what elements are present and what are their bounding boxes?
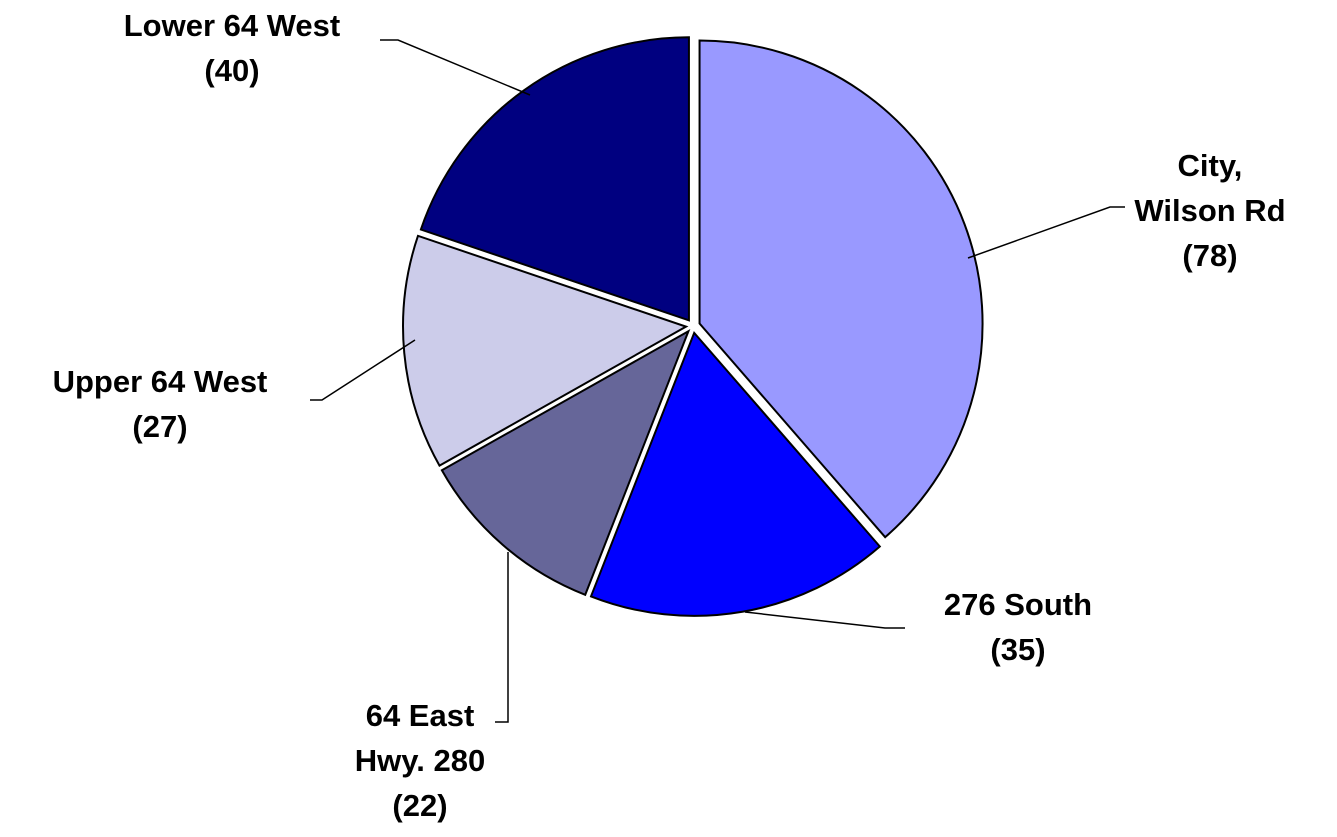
data-label: Upper 64 West: [53, 364, 268, 399]
pie-slice: [698, 39, 984, 539]
data-label: 64 East Hwy. 280: [355, 698, 485, 778]
data-label: 276 South: [944, 587, 1092, 622]
value-label: (78): [1182, 238, 1237, 273]
leader-line: [380, 39, 531, 96]
leader-line: [744, 611, 905, 629]
leader-line: [495, 552, 509, 723]
value-label: (35): [990, 632, 1045, 667]
pie-slice: [440, 329, 691, 597]
pie-slice: [419, 36, 690, 322]
slices: [402, 36, 984, 617]
data-label: Lower 64 West: [124, 8, 341, 43]
pie-slice: [402, 234, 689, 467]
value-label: (40): [204, 53, 259, 88]
value-label: (22): [392, 788, 447, 823]
value-label: (27): [132, 409, 187, 444]
leader-line: [967, 206, 1125, 259]
data-label: City, Wilson Rd: [1134, 148, 1285, 228]
leader-line: [310, 339, 416, 401]
pie-slice: [589, 330, 882, 617]
